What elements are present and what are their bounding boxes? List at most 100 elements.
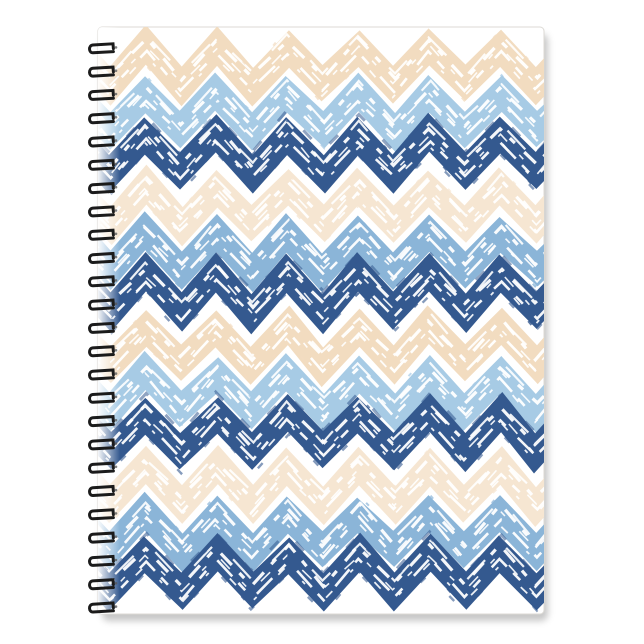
chevron-stroke [98, 262, 544, 310]
chevron-stroke [98, 112, 544, 194]
chevron-stroke [98, 391, 544, 474]
chevron-stroke [98, 229, 544, 275]
chevron-stroke [98, 239, 544, 285]
chevron-stroke [98, 389, 544, 437]
punch-hole [114, 255, 118, 259]
chevron-stroke [98, 509, 544, 555]
punch-hole [114, 185, 118, 189]
punch-hole [114, 92, 118, 96]
chevron-stroke [98, 271, 544, 316]
chevron-stroke [98, 421, 544, 466]
wire-loop [88, 578, 115, 591]
punch-hole [114, 139, 118, 142]
chevron-stroke [98, 122, 544, 170]
chevron-stroke [98, 44, 544, 88]
chevron-stroke [98, 234, 544, 281]
chevron-stroke [98, 136, 544, 181]
chevron-stroke [98, 417, 544, 463]
punch-hole [114, 325, 118, 329]
chevron-stroke [98, 350, 544, 434]
punch-hole [114, 349, 118, 352]
punch-hole [114, 465, 118, 469]
wire-loop [88, 42, 115, 55]
chevron-stroke [98, 498, 544, 544]
punch-hole [114, 116, 118, 119]
chevron-stroke [98, 529, 544, 577]
wire-loop [88, 228, 115, 241]
wire-loop [88, 554, 115, 567]
chevron-stroke [98, 255, 544, 299]
wire-loop [88, 345, 115, 358]
wire-loop [88, 251, 115, 264]
chevron-stroke [98, 130, 544, 176]
chevron-stroke [98, 185, 544, 229]
chevron-stroke [98, 72, 544, 153]
chevron-stroke [98, 456, 544, 502]
wire-loop [88, 275, 115, 288]
punch-hole [114, 232, 118, 236]
chevron-stroke [98, 361, 544, 409]
punch-hole [114, 279, 118, 282]
wire-loop [88, 182, 115, 195]
spiral-binding [88, 42, 118, 614]
chevron-stroke [98, 453, 544, 498]
punch-hole [114, 46, 118, 49]
wire-loop [88, 484, 115, 497]
wire-loop [88, 531, 115, 544]
chevron-stroke [98, 369, 544, 414]
chevron-stroke [98, 105, 544, 151]
chevron-stroke [98, 399, 544, 445]
chevron-stroke [98, 550, 544, 595]
wire-loop [88, 438, 115, 451]
chevron-stroke [98, 323, 544, 369]
chevron-stroke [98, 245, 544, 291]
chevron-stroke [98, 35, 544, 83]
punch-hole [114, 535, 118, 538]
wire-loop [88, 135, 115, 148]
punch-hole [114, 442, 118, 445]
wire-loop [88, 112, 115, 125]
punch-hole [114, 69, 118, 72]
chevron-stroke [98, 329, 544, 375]
wire-loop [88, 415, 115, 428]
chevron-stroke [98, 410, 544, 456]
wire-loop [88, 461, 115, 474]
chevron-stroke [98, 468, 544, 516]
punch-hole [114, 558, 118, 562]
chevron-stroke [98, 175, 544, 223]
chevron-stroke [98, 114, 544, 160]
punch-hole [114, 302, 118, 306]
punch-hole [114, 162, 118, 166]
chevron-stroke [98, 94, 544, 142]
chevron-stroke [98, 109, 544, 157]
wire-loop [88, 391, 115, 404]
punch-hole [114, 395, 118, 399]
punch-hole [114, 512, 118, 515]
chevron-stroke [98, 491, 544, 573]
wire-loop [88, 65, 115, 78]
chevron-stroke [98, 280, 544, 326]
chevron-stroke [98, 118, 544, 165]
chevron-stroke [98, 464, 544, 509]
chevron-stroke [98, 514, 544, 561]
punch-hole [114, 605, 118, 608]
chevron-stroke [98, 78, 544, 124]
chevron-stroke [98, 501, 544, 549]
wire-loop [88, 205, 115, 218]
chevron-stroke [98, 249, 544, 297]
chevron-stroke [98, 32, 544, 78]
punch-hole [114, 418, 118, 422]
chevron-stroke [98, 167, 544, 213]
chevron-stroke [98, 358, 544, 404]
wire-loop [88, 298, 115, 311]
wire-loop [88, 321, 115, 334]
chevron-stroke [98, 259, 544, 306]
chevron-stroke [98, 188, 544, 236]
chevron-stroke [98, 542, 544, 590]
chevron-stroke [98, 164, 544, 247]
chevron-stroke [98, 90, 544, 134]
wire-loop [88, 88, 115, 101]
chevron-stroke [98, 379, 544, 425]
